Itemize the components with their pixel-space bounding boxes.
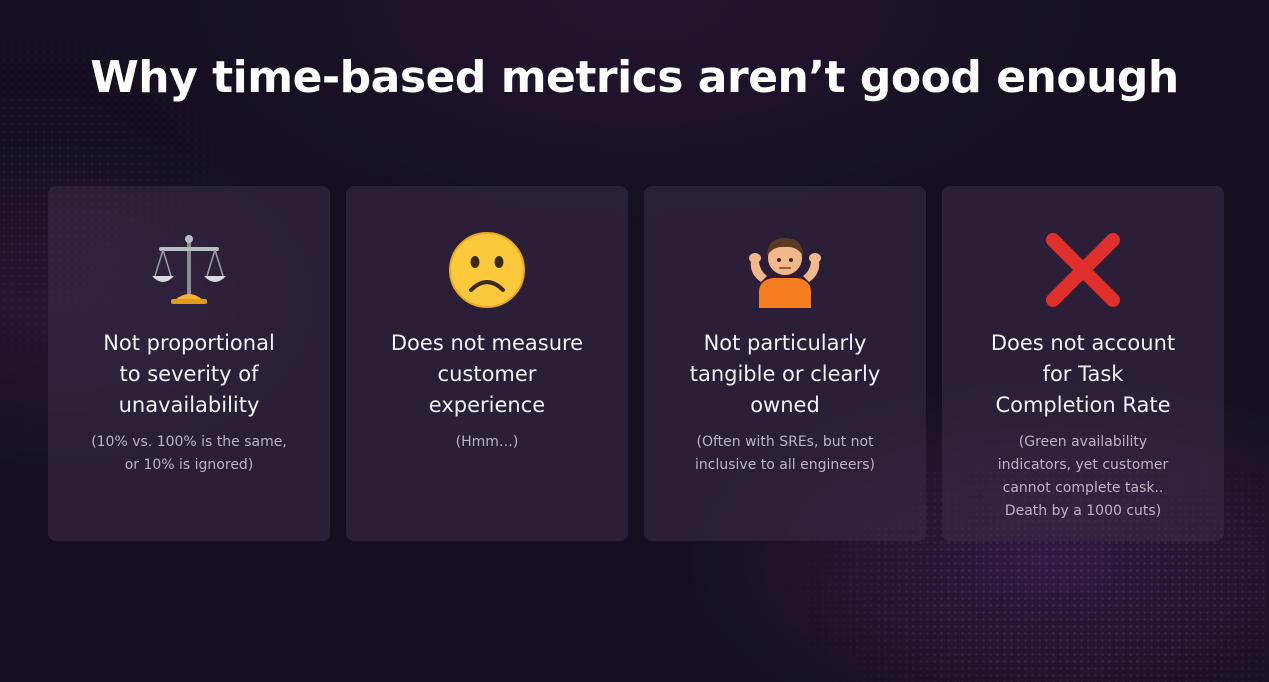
card-not-proportional: Not proportional to severity of unavaila… [48,186,330,541]
card-note: (Hmm…) [455,434,519,450]
card-customer-experience: Does not measure customer experience (Hm… [346,186,628,541]
card-heading: Does not measure customer experience [390,331,584,417]
card-note: (Often with SREs, but not inclusive to a… [695,434,875,473]
card-task-completion: Does not account for Task Completion Rat… [942,186,1224,541]
shrugging-person-icon [745,230,825,310]
cross-mark-icon [1043,230,1123,310]
frowning-face-icon [447,230,527,310]
slide-title: Why time-based metrics aren’t good enoug… [90,52,1179,103]
card-not-tangible: Not particularly tangible or clearly own… [644,186,926,541]
card-note: (10% vs. 100% is the same, or 10% is ign… [91,434,287,473]
card-heading: Not proportional to severity of unavaila… [103,331,275,417]
card-heading: Not particularly tangible or clearly own… [689,331,881,417]
card-row: Not proportional to severity of unavaila… [48,186,1224,541]
card-heading: Does not account for Task Completion Rat… [990,331,1176,417]
card-note: (Green availability indicators, yet cust… [997,434,1169,519]
balance-scale-icon [149,230,229,310]
